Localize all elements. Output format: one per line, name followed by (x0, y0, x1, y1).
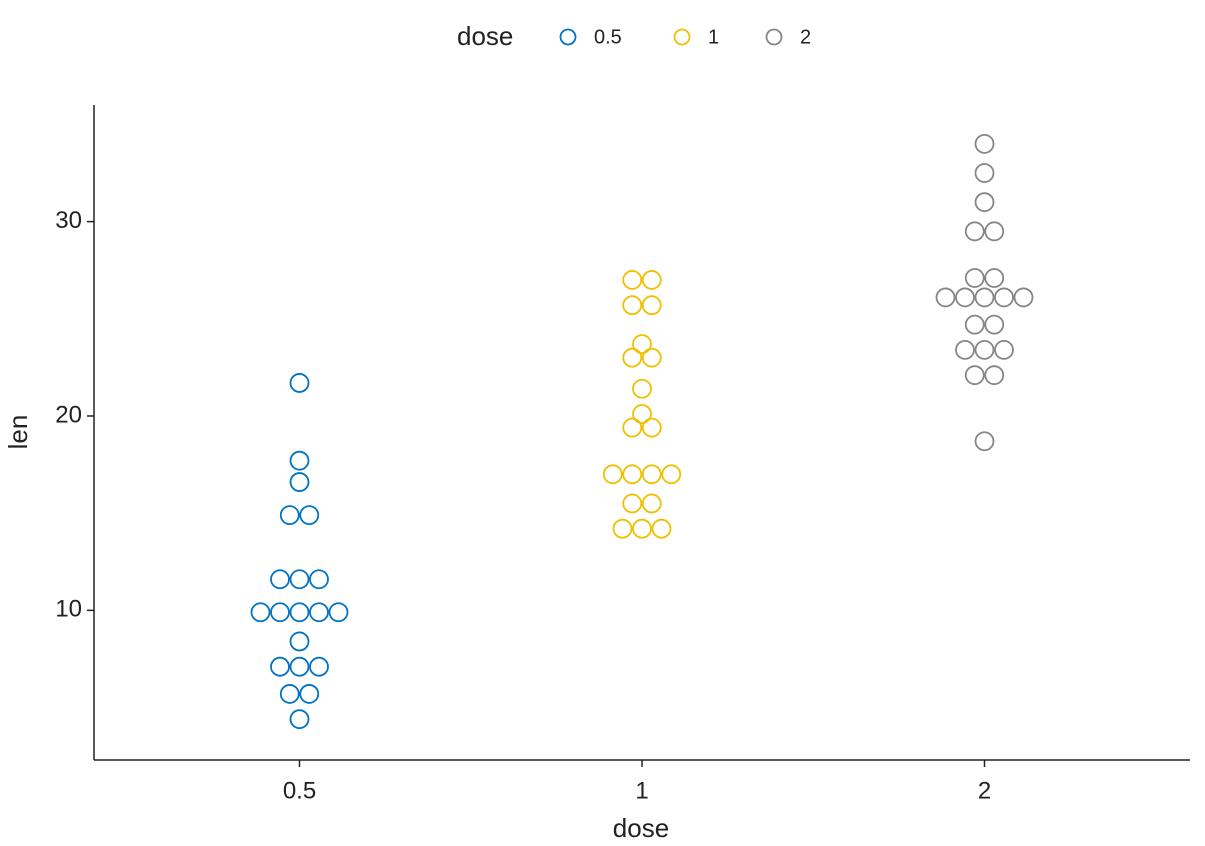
legend-key (559, 28, 577, 46)
dot (309, 656, 329, 677)
dot (612, 518, 633, 539)
dot (984, 268, 1005, 288)
dot (289, 709, 310, 730)
dot (974, 133, 995, 154)
dot (279, 684, 300, 704)
dot (984, 221, 1005, 242)
dot (641, 417, 662, 438)
dot (270, 656, 290, 677)
dot (994, 339, 1014, 360)
dot (641, 347, 662, 368)
x-tick-label: 2 (978, 777, 991, 804)
dot (974, 287, 995, 308)
dot (289, 631, 310, 652)
y-tick-label: 10 (55, 596, 82, 623)
dot (641, 270, 662, 290)
dot (270, 569, 290, 590)
dot (974, 431, 995, 452)
dot (309, 602, 329, 623)
dot (250, 602, 271, 623)
dot (964, 314, 985, 335)
dot (632, 518, 652, 539)
dot (994, 287, 1014, 308)
dot (974, 192, 995, 213)
dot (632, 378, 652, 399)
dot (984, 314, 1005, 335)
dot (299, 505, 320, 526)
dot (955, 339, 975, 360)
dot (984, 365, 1005, 386)
dot (602, 464, 623, 485)
y-tick-label: 30 (55, 207, 82, 234)
legend-title: dose (457, 21, 513, 51)
dot (622, 270, 643, 290)
dot (651, 518, 672, 539)
y-axis-title: len (3, 415, 33, 450)
dot (622, 347, 643, 368)
dot (641, 295, 662, 316)
x-tick-label: 0.5 (283, 777, 316, 804)
dot (632, 334, 652, 354)
dot (289, 569, 310, 590)
legend-key (765, 28, 783, 46)
dot (328, 602, 349, 623)
legend-label: 1 (708, 26, 719, 48)
dot (289, 373, 310, 393)
dot (964, 268, 985, 288)
x-tick-label: 1 (635, 777, 648, 804)
legend-label: 0.5 (594, 26, 622, 48)
y-tick-label: 20 (55, 401, 82, 428)
dot (955, 287, 975, 308)
dot (622, 417, 643, 438)
dot (622, 295, 643, 316)
dot (641, 493, 662, 514)
dot (299, 684, 320, 704)
dot (622, 464, 643, 485)
dot (289, 450, 310, 471)
dot (661, 464, 682, 485)
dot (622, 493, 643, 514)
dot (1013, 287, 1034, 308)
dot (279, 505, 300, 526)
dot (270, 602, 290, 623)
dot (964, 221, 985, 242)
dot (309, 569, 329, 590)
dot (632, 404, 652, 424)
dot (641, 464, 662, 485)
dot (974, 163, 995, 183)
x-axis-title: dose (613, 813, 669, 843)
dot (289, 656, 310, 677)
legend-label: 2 (800, 26, 811, 48)
dot (974, 339, 995, 360)
dot (964, 365, 985, 386)
dot (289, 472, 310, 492)
dot (289, 602, 310, 623)
dot (935, 287, 956, 308)
legend-key (673, 28, 691, 46)
